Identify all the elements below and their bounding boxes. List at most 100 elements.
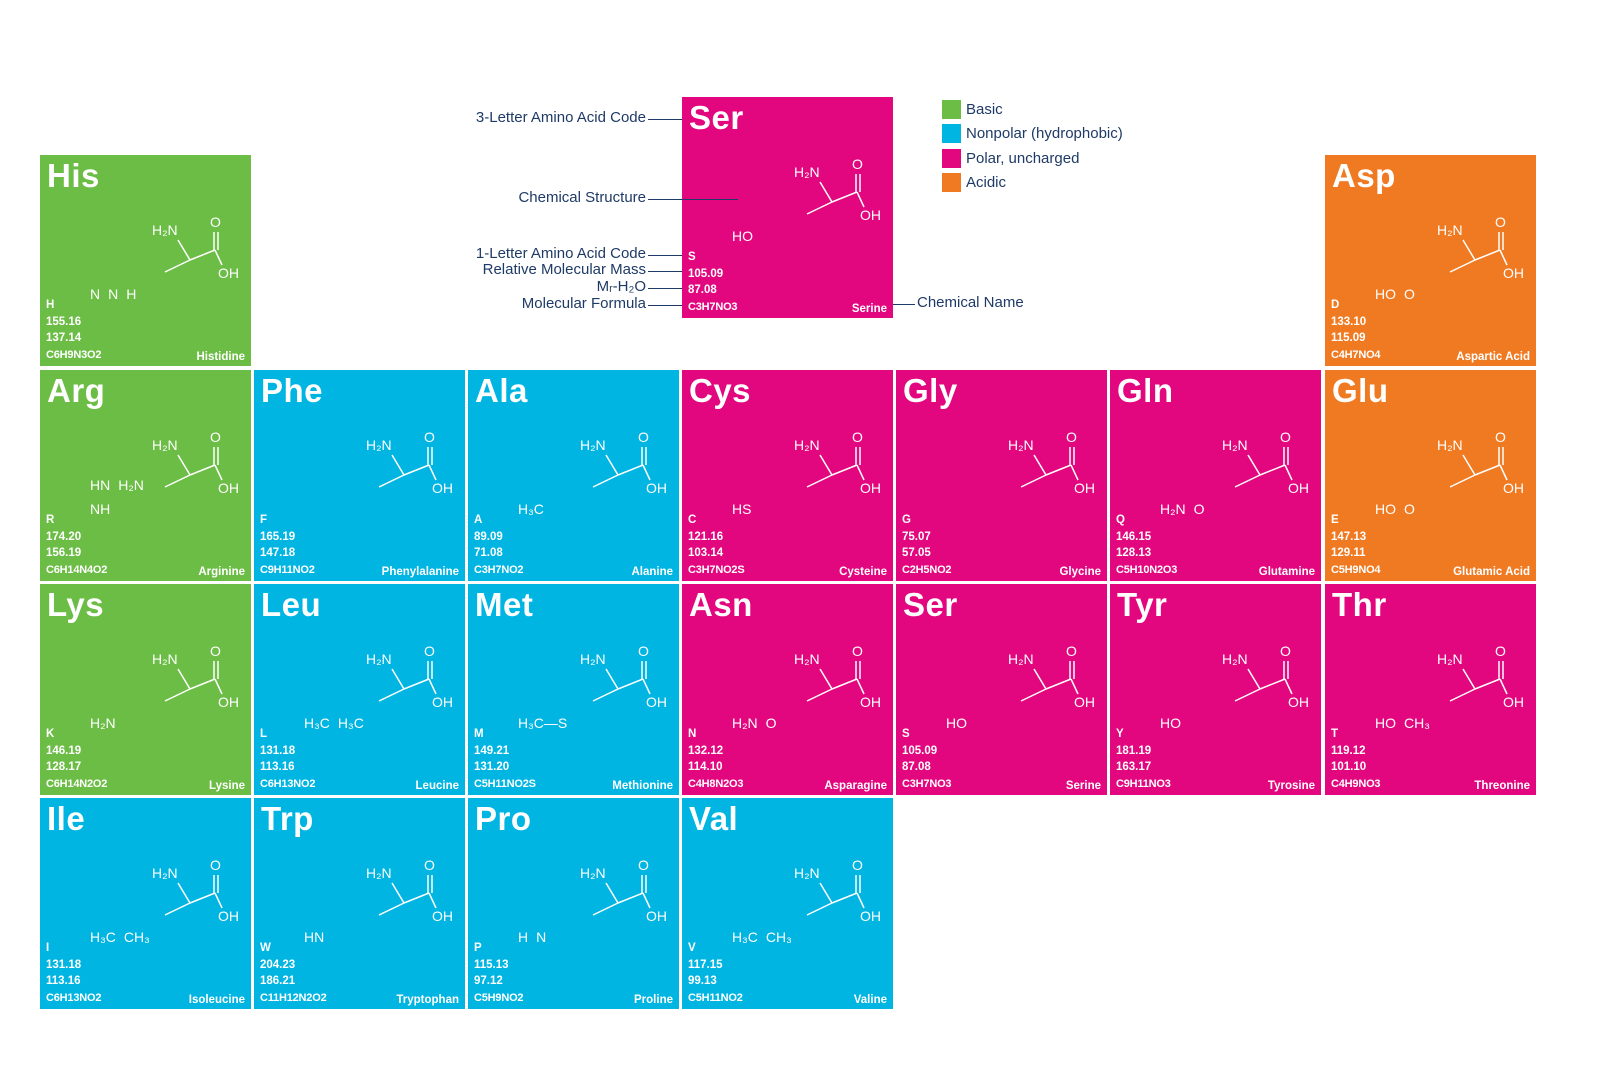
cell-info: Y 181.19 163.17 C9H11NO3 bbox=[1116, 726, 1171, 792]
molecular-mass: 115.13 bbox=[474, 958, 509, 971]
side-chain: HO bbox=[946, 715, 967, 731]
molecular-mass: 155.16 bbox=[46, 315, 82, 328]
chemical-name: Threonine bbox=[1474, 780, 1530, 792]
backbone-bonds bbox=[378, 875, 437, 916]
side-chain-atom: H₃C bbox=[337, 715, 364, 731]
backbone-bonds bbox=[806, 174, 865, 215]
molecular-formula: C4H9NO3 bbox=[1331, 777, 1381, 790]
three-letter-code: Val bbox=[689, 800, 739, 837]
chemical-name: Glutamic Acid bbox=[1453, 566, 1530, 578]
key-connector bbox=[648, 119, 682, 120]
amine-label: H₂N bbox=[1008, 651, 1034, 667]
molecular-formula: C6H14N4O2 bbox=[46, 563, 108, 576]
side-chain-atom: HO bbox=[1160, 715, 1181, 731]
key-example-cell: Ser H₂N O OH HO S 105.09 87.08 C3H7NO3 Serine bbox=[682, 97, 893, 318]
cell-info: W 204.23 186.21 C11H12N2O2 bbox=[260, 940, 327, 1006]
chemical-structure: H₂N O OH HO bbox=[732, 152, 882, 252]
amino-acid-cell-alanine: Ala H₂N O OH H₃C A 89.09 71.08 C3H7NO2 Alanine bbox=[468, 370, 679, 581]
side-chain-atom: O bbox=[765, 715, 777, 731]
cell-info: E 147.13 129.11 C5H9NO4 bbox=[1331, 512, 1381, 578]
cell-info: F 165.19 147.18 C9H11NO2 bbox=[260, 512, 315, 578]
amino-acid-cell-histidine: His H₂N O OH N N H H 155.16 137.14 C6H9N3O2 Histidi… bbox=[40, 155, 251, 366]
one-letter-code: V bbox=[688, 942, 696, 954]
side-chain-atom: N bbox=[108, 286, 119, 302]
key-label-name: Chemical Name bbox=[917, 294, 1024, 311]
side-chain-atom: HO bbox=[1375, 286, 1396, 302]
chemical-name: Serine bbox=[1065, 780, 1101, 792]
carbonyl-label: O bbox=[1280, 429, 1291, 445]
mass-minus-water: 128.17 bbox=[46, 761, 82, 773]
carbonyl-label: O bbox=[852, 643, 863, 659]
chemical-structure: H₂N O OH HO bbox=[946, 639, 1096, 739]
backbone-bonds bbox=[1449, 232, 1508, 273]
chemical-structure: H₂N O OH bbox=[946, 425, 1096, 525]
chemical-name: Leucine bbox=[415, 780, 459, 792]
side-chain-atom: HS bbox=[732, 501, 752, 517]
one-letter-code: E bbox=[1331, 514, 1339, 526]
cell-info: S 105.09 87.08 C3H7NO3 bbox=[902, 726, 952, 792]
hydroxyl-label: OH bbox=[646, 480, 667, 496]
three-letter-code: His bbox=[47, 157, 100, 194]
chemical-name: Tyrosine bbox=[1267, 780, 1315, 792]
side-chain: HN bbox=[304, 929, 324, 945]
carbonyl-label: O bbox=[852, 857, 863, 873]
amine-label: H₂N bbox=[1437, 651, 1463, 667]
three-letter-code: Asp bbox=[1332, 157, 1396, 194]
mass-minus-water: 163.17 bbox=[1116, 761, 1152, 773]
key-label-mass: Relative Molecular Mass bbox=[482, 261, 646, 278]
one-letter-code: H bbox=[46, 299, 55, 311]
three-letter-code: Ala bbox=[475, 372, 528, 409]
hydroxyl-label: OH bbox=[646, 908, 667, 924]
carbonyl-label: O bbox=[638, 429, 649, 445]
amine-label: H₂N bbox=[1437, 222, 1463, 238]
molecular-mass: 89.09 bbox=[474, 530, 503, 543]
mass-minus-water: 129.11 bbox=[1331, 547, 1366, 559]
amino-acid-cell-serine: Ser H₂N O OH HO S 105.09 87.08 C3H7NO3 Serine bbox=[896, 584, 1107, 795]
chemical-name: Asparagine bbox=[824, 780, 887, 792]
molecular-formula: C6H14N2O2 bbox=[46, 777, 108, 790]
chemical-structure: H₂N O OH H₃C CH₃ bbox=[732, 853, 882, 953]
legend-swatch bbox=[942, 124, 961, 144]
molecular-formula: C4H7NO4 bbox=[1331, 348, 1381, 361]
carbonyl-label: O bbox=[210, 857, 221, 873]
carbonyl-label: O bbox=[424, 857, 435, 873]
mass-minus-water: 114.10 bbox=[688, 761, 723, 773]
chemical-structure: H₂N O OH H₂N bbox=[90, 639, 240, 739]
carbonyl-label: O bbox=[1495, 643, 1506, 659]
cell-info: A 89.09 71.08 C3H7NO2 bbox=[474, 512, 524, 578]
three-letter-code: Phe bbox=[261, 372, 324, 409]
amino-acid-cell-leucine: Leu H₂N O OH H₃C H₃C L 131.18 113.16 C6H13NO2 Leuc… bbox=[254, 584, 465, 795]
hydroxyl-label: OH bbox=[432, 694, 453, 710]
mass-minus-water: 103.14 bbox=[688, 547, 724, 559]
molecular-mass: 131.18 bbox=[260, 744, 296, 757]
side-chain: HO bbox=[1160, 715, 1181, 731]
hydroxyl-label: OH bbox=[1288, 480, 1309, 496]
chemical-name: Proline bbox=[634, 994, 673, 1006]
molecular-mass: 149.21 bbox=[474, 744, 510, 757]
molecular-formula: C11H12N2O2 bbox=[260, 991, 327, 1004]
molecular-mass: 146.15 bbox=[1116, 530, 1152, 543]
backbone-bonds bbox=[378, 661, 437, 702]
molecular-formula: C5H10N2O3 bbox=[1116, 563, 1178, 576]
carbonyl-label: O bbox=[210, 429, 221, 445]
amino-acid-cell-isoleucine: Ile H₂N O OH H₃C CH₃ I 131.18 113.16 C6H13NO2 Isol… bbox=[40, 798, 251, 1009]
amine-label: H₂N bbox=[366, 651, 392, 667]
amino-acid-cell-tyrosine: Tyr H₂N O OH HO Y 181.19 163.17 C9H11NO3 Tyrosine bbox=[1110, 584, 1321, 795]
side-chain: H₃C bbox=[518, 501, 544, 517]
carbonyl-label: O bbox=[1495, 214, 1506, 230]
chemical-structure: H₂N O OH HN H₂N NH bbox=[90, 425, 240, 525]
backbone-bonds bbox=[1234, 661, 1293, 702]
mass-minus-water: 99.13 bbox=[688, 975, 717, 987]
hydroxyl-label: OH bbox=[1074, 694, 1095, 710]
amine-label: H₂N bbox=[1008, 437, 1034, 453]
molecular-formula: C3H7NO3 bbox=[902, 777, 952, 790]
amino-acid-cell-phenylalanine: Phe H₂N O OH F 165.19 147.18 C9H11NO2 Phenylalan… bbox=[254, 370, 465, 581]
side-chain-atom: CH₃ bbox=[765, 929, 792, 945]
chemical-structure: H₂N O OH HS bbox=[732, 425, 882, 525]
amine-label: H₂N bbox=[152, 651, 178, 667]
molecular-mass: 165.19 bbox=[260, 530, 296, 543]
molecular-formula: C5H9NO4 bbox=[1331, 563, 1381, 576]
side-chain-atom: H₃C bbox=[90, 929, 116, 945]
three-letter-code: Cys bbox=[689, 372, 752, 409]
